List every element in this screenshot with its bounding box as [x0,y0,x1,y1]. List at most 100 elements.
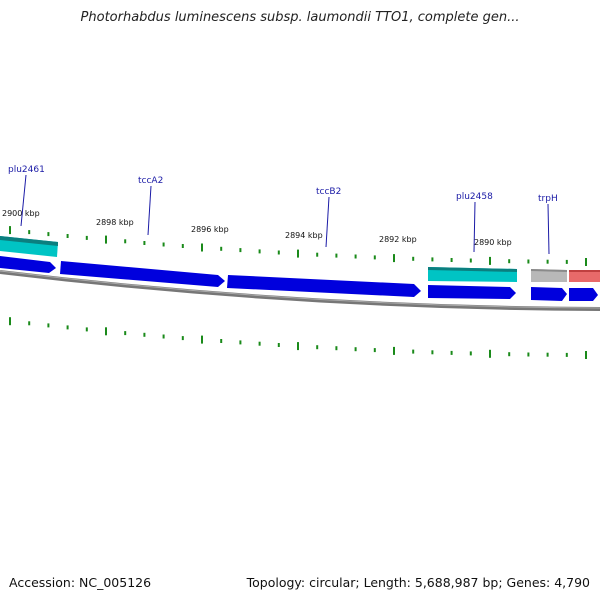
upper-ruler-tick [527,259,530,264]
upper-ruler-tick [162,242,165,247]
genome-backbone [0,270,600,311]
cds-arrow-plu2458[interactable] [428,285,516,299]
lower-ruler-tick [66,325,69,330]
kbp-label-2894: 2894 kbp [285,231,323,240]
upper-ruler-tick [220,246,223,251]
lower-ruler-tick [585,351,587,359]
genome-backbone-highlight [0,270,600,309]
map-title: Photorhabdus luminescens subsp. laumondi… [80,10,520,25]
kbp-labels: 2900 kbp 2898 kbp 2896 kbp 2894 kbp 2892… [2,209,512,247]
upper-ruler-tick [258,249,261,254]
lower-ruler-tick [469,351,472,356]
gene-label-trpH[interactable]: trpH [538,194,558,204]
leader-tccA2 [147,185,152,236]
gene-label-tccA2[interactable]: tccA2 [138,176,163,186]
gene-feature-track [0,236,600,282]
lower-ruler-tick [277,343,280,347]
upper-ruler-tick [469,258,472,263]
upper-ruler-tick [565,259,568,264]
cds-arrow-tccA2[interactable] [60,261,225,287]
upper-ruler-tick [47,232,50,237]
gene-labels: plu2461 tccA2 tccB2 plu2458 trpH [8,165,558,204]
lower-ruler-tick [258,341,261,346]
gene-feature-plu2461-shade [0,236,58,246]
upper-ruler-tick [181,244,184,248]
lower-ruler-ticks [9,317,587,359]
upper-ruler-tick [85,235,88,240]
cds-arrow-gray[interactable] [531,287,567,301]
lower-ruler-tick [412,349,415,354]
lower-ruler-tick [9,317,11,326]
upper-ruler-tick [143,241,146,245]
upper-ruler-tick [508,259,511,264]
lower-ruler-tick [201,335,203,344]
gene-label-tccB2[interactable]: tccB2 [316,187,341,197]
lower-ruler-tick [489,349,491,358]
lower-ruler-tick [373,348,376,353]
lower-ruler-tick [354,347,357,352]
lower-ruler-tick [335,346,338,351]
leader-tccB2 [325,196,330,248]
upper-ruler-tick [124,239,127,244]
gene-label-plu2458[interactable]: plu2458 [456,192,493,202]
gene-label-plu2461[interactable]: plu2461 [8,165,45,175]
cds-arrow-tccB2[interactable] [227,275,421,297]
upper-ruler-tick [546,259,549,264]
cds-track [0,256,598,301]
lower-ruler-tick [297,342,299,351]
lower-ruler-tick [181,336,184,341]
gene-feature-gray[interactable] [531,269,567,282]
lower-ruler-tick [393,346,395,355]
upper-ruler-tick [28,230,31,235]
cds-arrow-plu2461[interactable] [0,256,56,273]
upper-ruler-tick [297,249,299,258]
lower-ruler-tick [220,339,223,343]
lower-ruler-tick [508,352,511,357]
lower-ruler-tick [143,332,146,337]
gene-feature-trpH[interactable] [569,270,600,282]
lower-ruler-tick [105,327,107,336]
upper-ruler-tick [354,254,357,259]
leader-trpH [547,203,550,255]
gene-label-leaders [20,174,550,255]
cds-arrow-trpH[interactable] [569,288,598,301]
kbp-label-2898: 2898 kbp [96,218,134,227]
lower-ruler-tick [124,331,127,336]
upper-ruler-tick [450,258,453,262]
kbp-label-2896: 2896 kbp [191,225,229,234]
gene-feature-trpH-shade [569,270,600,272]
upper-ruler-tick [9,226,11,235]
gene-feature-plu2458-shade [428,267,517,272]
kbp-label-2900: 2900 kbp [2,209,40,218]
lower-ruler-tick [239,340,242,345]
upper-ruler-tick [105,235,107,244]
genome-summary-text: Topology: circular; Length: 5,688,987 bp… [246,575,590,590]
upper-ruler-tick [585,258,587,266]
upper-ruler-tick [412,256,415,261]
upper-ruler-tick [431,257,434,262]
lower-ruler-tick [28,321,31,326]
upper-ruler-tick [393,254,395,263]
upper-ruler-tick [277,250,280,255]
upper-ruler-tick [335,253,338,258]
upper-ruler-tick [66,234,69,238]
lower-ruler-tick [316,345,319,350]
lower-ruler-tick [85,327,88,332]
upper-ruler-tick [239,248,242,253]
upper-ruler-ticks [9,226,587,266]
leader-plu2461 [20,174,27,227]
leader-plu2458 [473,201,476,253]
accession-text: Accession: NC_005126 [9,575,152,590]
kbp-label-2890: 2890 kbp [474,238,512,247]
kbp-label-2892: 2892 kbp [379,235,417,244]
upper-ruler-tick [373,255,376,260]
lower-ruler-tick [431,350,434,355]
upper-ruler-tick [489,256,491,265]
lower-ruler-tick [565,352,568,357]
lower-ruler-tick [546,352,549,357]
lower-ruler-tick [162,334,165,339]
lower-ruler-tick [47,323,50,328]
lower-ruler-tick [450,350,453,355]
